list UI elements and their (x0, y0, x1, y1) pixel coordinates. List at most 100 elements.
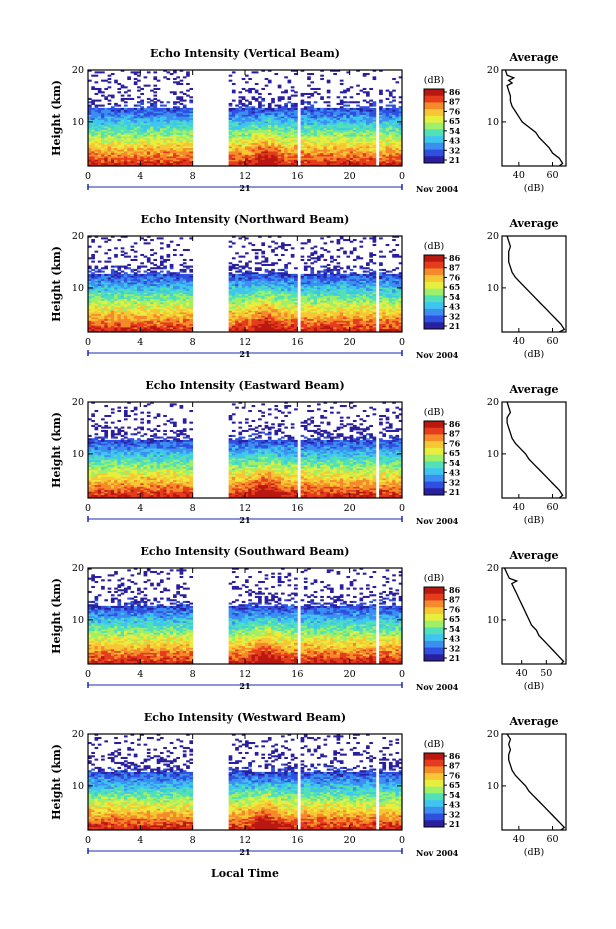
heatmap-cell (303, 121, 308, 124)
heatmap-cell (267, 161, 272, 164)
heatmap-cell (303, 156, 308, 159)
heatmap-cell (254, 116, 259, 119)
heatmap-cell (110, 156, 115, 159)
heatmap-cell (231, 116, 236, 119)
heatmap-cell (235, 147, 239, 150)
heatmap-cell (104, 126, 109, 129)
heatmap-cell (176, 117, 180, 120)
heatmap-cells (88, 235, 403, 333)
heatmap-cell (107, 136, 112, 139)
heatmap-cell (277, 142, 282, 145)
heatmap-cell (179, 141, 184, 144)
heatmap-cell (366, 161, 370, 164)
heatmap-cell (120, 84, 125, 87)
heatmap-cell (189, 151, 194, 154)
heatmap-cell (153, 134, 158, 137)
heatmap-cell (133, 81, 138, 84)
heatmap-cell (159, 267, 164, 270)
heatmap-cell (123, 121, 128, 124)
heatmap-cell (231, 263, 236, 266)
heatmap-cell (326, 116, 331, 119)
heatmap-cell (251, 111, 256, 114)
heatmap-cell (107, 248, 112, 252)
heatmap-cell (166, 139, 171, 142)
heatmap-cell (137, 159, 141, 162)
heatmap-cell (294, 129, 298, 132)
heatmap-cell (359, 132, 364, 135)
heatmap-cell (97, 71, 102, 74)
heatmap-cell (303, 131, 308, 134)
heatmap-cell (117, 162, 122, 165)
heatmap-cell (150, 154, 154, 157)
heatmap-cell (235, 116, 239, 119)
heatmap-cell (143, 239, 148, 242)
heatmap-cell (110, 146, 115, 149)
heatmap-cell (385, 104, 390, 107)
heatmap-cell (231, 273, 236, 276)
heatmap-cell (166, 77, 171, 81)
heatmap-cell (97, 91, 102, 94)
heatmap-cell (310, 126, 315, 129)
heatmap-cell (159, 242, 164, 245)
heatmap-cell (107, 114, 112, 117)
heatmap-cell (241, 102, 246, 105)
heatmap-cell (251, 112, 256, 115)
heatmap-cell (349, 101, 354, 104)
heatmap-cell (307, 116, 311, 119)
heatmap-cell (343, 126, 347, 129)
heatmap-cell (310, 157, 315, 160)
heatmap-cell (349, 116, 354, 119)
heatmap-cell (228, 137, 233, 140)
heatmap-cell (120, 270, 125, 273)
heatmap-cell (290, 109, 295, 112)
heatmap-cell (369, 162, 373, 165)
heatmap-cell (366, 121, 370, 124)
heatmap-cell (343, 104, 347, 107)
heatmap-cell (169, 144, 174, 147)
heatmap-cell (153, 156, 158, 159)
heatmap-cell (326, 149, 331, 152)
heatmap-cell (251, 132, 256, 135)
heatmap-cell (245, 151, 249, 154)
heatmap-cell (179, 96, 184, 99)
heatmap-cell (320, 111, 324, 114)
heatmap-cell (117, 134, 122, 137)
heatmap-cell (101, 159, 105, 162)
heatmap-cell (258, 154, 262, 157)
heatmap-cell (127, 159, 131, 162)
heatmap-cell (127, 157, 131, 160)
heatmap-cell (356, 147, 360, 150)
heatmap-cell (248, 164, 252, 167)
heatmap-cell (261, 161, 266, 164)
heatmap-cell (245, 122, 249, 125)
heatmap-cell (248, 87, 252, 91)
heatmap-cell (264, 152, 269, 155)
heatmap-cell (104, 119, 109, 122)
heatmap-cell (352, 124, 357, 127)
heatmap-cell (372, 134, 377, 137)
heatmap-cell (316, 154, 321, 157)
heatmap-cell (179, 159, 184, 162)
heatmap-cell (110, 147, 115, 150)
heatmap-cell (310, 134, 315, 137)
heatmap-cell (186, 144, 190, 147)
colorbar-tick-label: 32 (449, 145, 460, 155)
heatmap-cell (307, 162, 311, 165)
heatmap-cell (114, 117, 118, 120)
heatmap-cell (189, 154, 194, 157)
heatmap-cell (352, 151, 357, 154)
heatmap-cell (235, 131, 239, 134)
heatmap-cell (114, 149, 118, 152)
heatmap-cell (176, 157, 180, 160)
heatmap-cell (359, 109, 364, 112)
heatmap-cell (313, 137, 318, 140)
heatmap-cell (366, 114, 370, 117)
heatmap-cell (392, 99, 396, 102)
heatmap-cell (182, 114, 187, 117)
y-axis-label: Height (km) (50, 80, 63, 156)
heatmap-cell (176, 97, 180, 100)
heatmap-cell (267, 117, 272, 120)
heatmap-cell (369, 146, 373, 149)
heatmap-cell (258, 104, 262, 107)
heatmap-cell (130, 149, 135, 152)
